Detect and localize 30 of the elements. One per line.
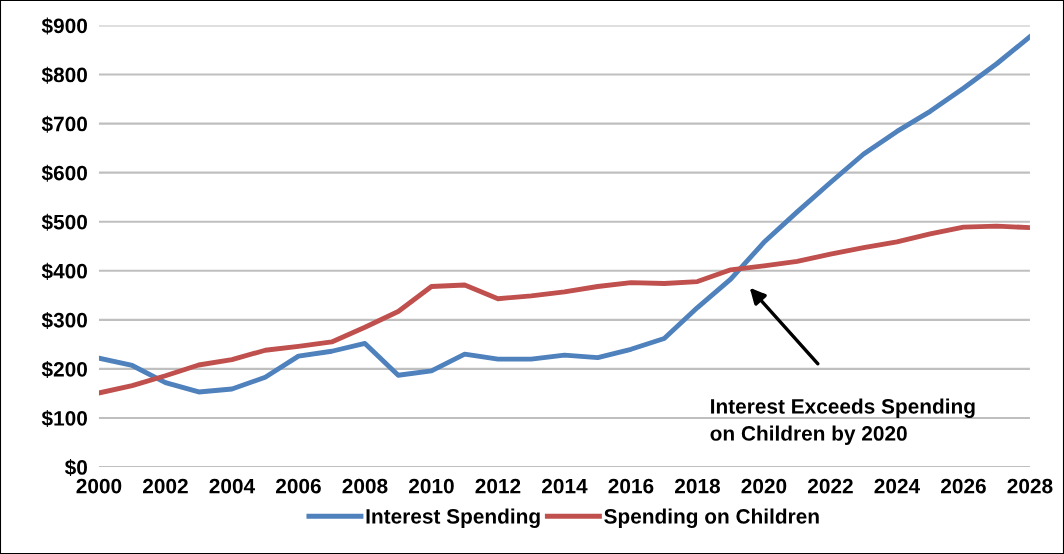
line-series bbox=[98, 223, 1030, 396]
y-tick-label: $800 bbox=[41, 66, 87, 84]
x-tick-label: 2002 bbox=[143, 478, 188, 494]
y-tick-label: $500 bbox=[41, 213, 87, 231]
y-tick-label: $200 bbox=[41, 360, 87, 378]
legend-label: Interest Spending bbox=[366, 508, 540, 528]
legend-label: Spending on Children bbox=[604, 508, 819, 528]
y-tick-label: $400 bbox=[41, 262, 87, 280]
x-tick-label: 2000 bbox=[76, 478, 122, 494]
y-tick-label: $0 bbox=[64, 459, 87, 477]
x-tick-label: 2016 bbox=[608, 478, 654, 494]
x-tick-label: 2028 bbox=[1007, 478, 1053, 494]
x-tick-label: 2006 bbox=[276, 478, 321, 494]
annotation: Interest Exceeds Spending on Children by 2020 bbox=[710, 398, 975, 445]
x-tick-label: 2008 bbox=[342, 478, 388, 494]
x-tick-label: 2010 bbox=[409, 478, 454, 494]
x-tick-label: 2022 bbox=[808, 478, 853, 494]
x-tick-label: 2014 bbox=[542, 478, 588, 494]
y-tick-label: $100 bbox=[41, 410, 87, 428]
x-tick-label: 2020 bbox=[741, 478, 787, 494]
y-tick-label: $300 bbox=[41, 311, 87, 329]
x-tick-label: 2026 bbox=[941, 478, 986, 494]
line-series bbox=[98, 34, 1030, 395]
x-tick-label: 2004 bbox=[209, 478, 256, 494]
y-tick-label: $900 bbox=[41, 17, 87, 35]
y-tick-label: $600 bbox=[41, 164, 87, 182]
y-tick-label: $700 bbox=[41, 115, 87, 133]
x-tick-label: 2012 bbox=[475, 478, 521, 494]
x-tick-label: 2024 bbox=[874, 478, 921, 494]
x-tick-label: 2018 bbox=[675, 478, 720, 494]
